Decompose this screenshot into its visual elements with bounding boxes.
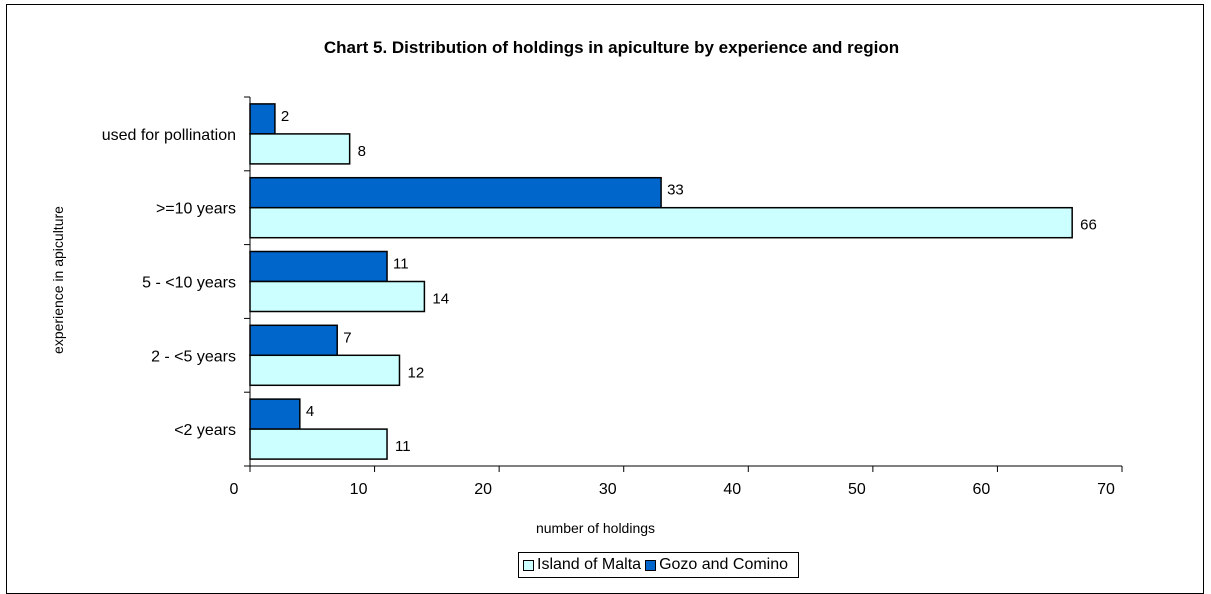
bar-gozo <box>249 176 662 209</box>
data-label-malta: 8 <box>358 143 366 160</box>
legend-swatch-malta <box>523 559 534 571</box>
x-tick-label: 50 <box>848 481 866 498</box>
bar-malta <box>249 428 388 460</box>
data-label-gozo: 11 <box>393 256 409 273</box>
bar-malta <box>249 354 401 387</box>
category-label: <2 years <box>174 422 236 439</box>
data-label-gozo: 2 <box>281 108 289 125</box>
data-label-gozo: 33 <box>667 182 684 199</box>
data-label-malta: 12 <box>407 364 424 381</box>
x-tick-label: 10 <box>350 481 368 498</box>
x-tick-label: 70 <box>1097 481 1115 498</box>
chart-title: Chart 5. Distribution of holdings in api… <box>323 38 900 57</box>
x-tick-label: 20 <box>474 481 492 498</box>
x-tick-label: 60 <box>973 481 991 498</box>
x-tick-label: 30 <box>599 481 617 498</box>
legend: Island of Malta Gozo and Comino <box>518 552 800 578</box>
data-label-malta: 14 <box>432 291 449 308</box>
category-label: 2 - <5 years <box>151 348 236 365</box>
legend-item-gozo: Gozo and Comino <box>645 556 788 574</box>
data-label-malta: 66 <box>1080 217 1097 234</box>
legend-label-malta: Island of Malta <box>537 556 642 573</box>
bar-malta <box>249 206 1073 239</box>
bar-malta <box>249 133 351 165</box>
category-label: 5 - <10 years <box>142 275 236 292</box>
legend-label-gozo: Gozo and Comino <box>659 556 789 573</box>
bar-gozo <box>249 324 338 357</box>
legend-item-malta: Island of Malta <box>523 556 641 574</box>
legend-swatch-gozo <box>645 559 657 571</box>
bar-gozo <box>249 103 276 135</box>
bar-gozo <box>249 398 301 430</box>
data-label-malta: 11 <box>395 438 411 455</box>
x-tick-label: 0 <box>230 481 239 498</box>
x-axis-label: number of holdings <box>535 520 656 536</box>
category-label: >=10 years <box>156 201 236 218</box>
data-label-gozo: 4 <box>306 403 314 420</box>
category-label: used for pollination <box>102 127 236 144</box>
bar-gozo <box>249 250 388 283</box>
data-label-gozo: 7 <box>343 329 351 346</box>
x-tick-label: 40 <box>723 481 741 498</box>
bar-malta <box>249 280 426 313</box>
